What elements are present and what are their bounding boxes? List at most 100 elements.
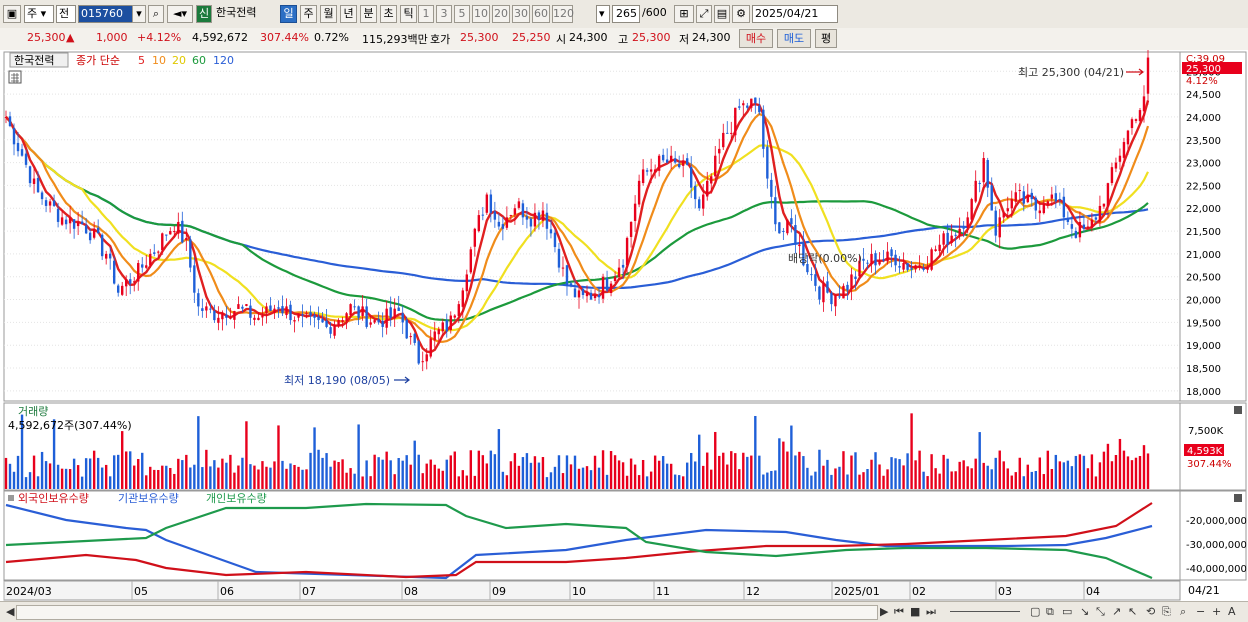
volume-bar [1118,438,1122,489]
stop-icon[interactable]: ■ [910,605,921,618]
period-button-1[interactable]: 주 [300,5,317,23]
period-button-2[interactable]: 월 [320,5,337,23]
interval-button-3[interactable]: 10 [472,5,490,23]
export-icon[interactable]: ⎘ [1162,605,1171,618]
candle-body [553,232,557,248]
candle-body [1006,208,1009,212]
interval-button-5[interactable]: 30 [512,5,530,23]
legend-ma10: 10 [152,54,166,67]
volume-bar [189,467,192,489]
interval-button-1[interactable]: 3 [436,5,452,23]
period-button-3[interactable]: 년 [340,5,357,23]
stock-chart[interactable]: 25,00024,50024,00023,50023,00022,50022,0… [0,50,1248,601]
sell-button[interactable]: 매도 [777,29,811,48]
history-icon[interactable]: ⟲ [1146,605,1156,618]
volume-bar [770,470,773,489]
draw-tool-icon[interactable]: ⤢ [696,5,712,23]
trend3-icon[interactable]: ↗ [1112,605,1122,618]
volume-bar [978,432,981,489]
candle-body [601,276,605,299]
layout-icon[interactable]: ▢ [1030,605,1041,618]
search-icon[interactable]: ⌕ [148,5,164,23]
candle-body [317,316,320,321]
chart-settings-icon[interactable]: ▣ [3,5,21,23]
candle-body [445,320,448,332]
copy-icon[interactable]: ⧉ [1046,605,1054,618]
holdings-legend-marker [8,495,14,501]
period-button-5[interactable]: 초 [380,5,397,23]
volume-bar [902,465,905,489]
chart-scrollbar[interactable]: ◀ ▶ ⏮ ■ ⏭ ▢ ⧉ ▭ ↘ ⤡ ↗ ↖ ⟲ ⎘ ⌕ − + A [0,601,1248,622]
candle-body [149,253,152,266]
interval-dropdown-icon[interactable]: ▾ [596,5,610,23]
candle-body [882,259,885,261]
first-page-icon[interactable]: ⏮ [894,605,904,618]
volume-bar [730,451,733,489]
scroll-left-icon[interactable]: ◀ [6,605,15,618]
candle-body [513,208,517,215]
save-icon[interactable]: ▤ [714,5,730,23]
price-tick-label: 23,500 [1186,136,1221,147]
scroll-right-icon[interactable]: ▶ [880,605,889,618]
interval-button-4[interactable]: 20 [492,5,510,23]
candle-body [505,217,509,228]
ask-price: 25,300 [460,31,499,44]
candle-body [958,228,961,236]
eval-button[interactable]: 평 [815,29,837,48]
zoom-in-icon[interactable]: + [1212,605,1222,618]
interval-button-7[interactable]: 120 [552,5,574,23]
volume-bar [449,455,452,489]
candle-body [1138,110,1142,122]
candle-body [197,293,200,307]
volume-bar [341,459,344,489]
volume-bar [421,473,424,489]
candle-body [381,320,384,327]
change-percent: +4.12% [137,31,182,44]
candle-body [894,254,897,266]
zoom-icon[interactable]: ⌕ [1180,605,1187,618]
split-icon[interactable]: ▭ [1062,605,1073,618]
code-input[interactable]: 015760 [78,5,146,23]
trend4-icon[interactable]: ↖ [1128,605,1138,618]
volume-bar [1078,454,1082,489]
scroll-track[interactable] [16,605,878,620]
candle-body [730,132,733,134]
zoom-slider[interactable] [950,611,1020,612]
volume-bar [409,464,412,489]
volume-panel-close-icon[interactable] [1234,406,1242,414]
holdings-panel-close-icon[interactable] [1234,494,1242,502]
interval-button-0[interactable]: 1 [418,5,434,23]
zoom-out-icon[interactable]: − [1196,605,1206,618]
interval-button-2[interactable]: 5 [454,5,470,23]
date-input[interactable]: 2025/04/21 [752,5,838,23]
candle-type-icon[interactable]: ⊞ [674,5,694,23]
speaker-icon[interactable]: ◄▾ [167,5,193,23]
code-dropdown-icon[interactable]: ▾ [132,5,146,23]
volume-bar [28,472,32,489]
font-size-icon[interactable]: A [1228,605,1236,618]
candle-body [653,169,657,173]
volume-tick: 7,500K [1188,426,1224,437]
period-button-4[interactable]: 분 [360,5,377,23]
market-select[interactable]: 주 ▾ [24,5,54,23]
volume-bar [649,471,653,489]
volume-bar [762,474,765,489]
up-arrow-icon: ▲ [66,31,75,44]
volume-bar [125,451,128,489]
volume-bar [273,461,276,489]
trend-icon[interactable]: ↘ [1080,605,1090,618]
count-input[interactable]: 265 [612,5,640,23]
interval-button-6[interactable]: 60 [532,5,550,23]
period-button-6[interactable]: 틱 [400,5,417,23]
candle-body [970,199,973,220]
volume-bar [233,472,236,489]
gear-icon[interactable]: ⚙ [732,5,750,23]
buy-button[interactable]: 매수 [739,29,773,48]
date-label: 03 [998,585,1012,598]
trend2-icon[interactable]: ⤡ [1096,605,1105,618]
candle-body [926,267,929,270]
next-page-icon[interactable]: ⏭ [926,605,936,618]
data-table-icon[interactable] [8,70,22,84]
period-button-0[interactable]: 일 [280,5,297,23]
mode-select[interactable]: 전 [56,5,76,23]
